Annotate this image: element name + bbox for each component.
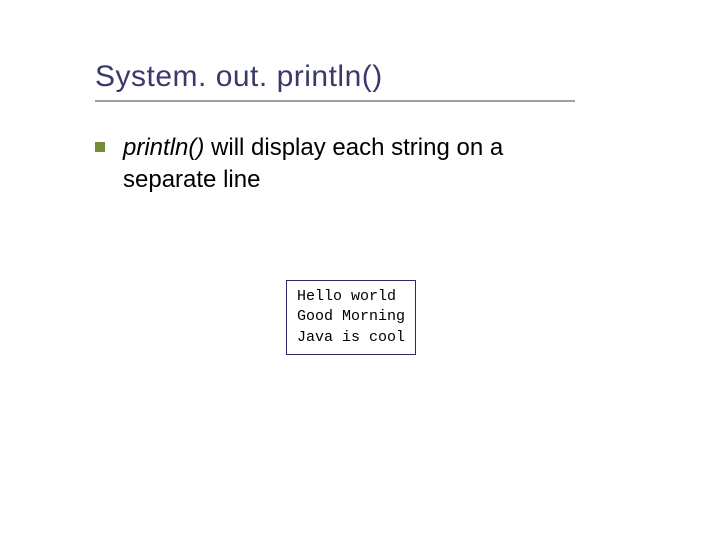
body-text: println() will display each string on a … xyxy=(95,132,663,197)
body-rest-1: will display each string on a xyxy=(204,134,503,161)
slide-container: System. out. println() println() will di… xyxy=(0,0,720,540)
code-line-2: Java is cool xyxy=(297,329,405,346)
slide-title: System. out. println() xyxy=(95,60,670,94)
body-line2: separate line xyxy=(123,166,260,193)
title-underline xyxy=(95,100,575,102)
code-line-1: Good Morning xyxy=(297,308,405,325)
body-italic: println() xyxy=(123,134,204,161)
square-bullet-icon xyxy=(95,142,105,152)
code-line-0: Hello world xyxy=(297,288,396,305)
code-output-box: Hello world Good Morning Java is cool xyxy=(286,280,416,355)
